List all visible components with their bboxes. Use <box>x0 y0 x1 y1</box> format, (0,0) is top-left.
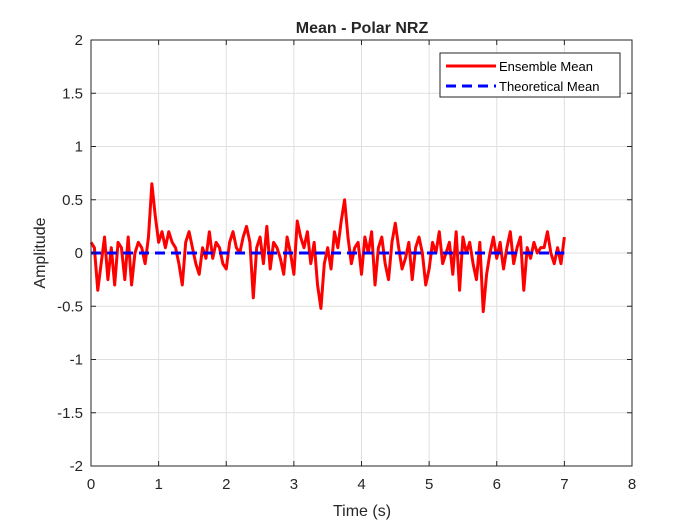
series-line-ensemble-mean <box>89 182 566 314</box>
chart-title: Mean - Polar NRZ <box>296 20 429 37</box>
x-tick-label: 3 <box>290 476 298 493</box>
legend-label-ensemble-mean: Ensemble Mean <box>499 59 593 74</box>
x-tick-label: 5 <box>425 476 433 493</box>
y-tick-label: 2 <box>75 32 83 49</box>
x-tick-label: 2 <box>222 476 230 493</box>
x-tick-label: 7 <box>560 476 568 493</box>
x-tick-label: 8 <box>628 476 636 493</box>
y-tick-label: 1.5 <box>62 85 83 102</box>
y-tick-label: 0.5 <box>62 192 83 209</box>
x-tick-label: 4 <box>357 476 365 493</box>
y-tick-label: -0.5 <box>57 298 83 315</box>
x-tick-label: 0 <box>87 476 95 493</box>
legend-label-theoretical-mean: Theoretical Mean <box>499 79 599 94</box>
x-axis-label: Time (s) <box>333 503 391 520</box>
y-tick-label: -1 <box>70 352 83 369</box>
y-tick-label: 0 <box>75 245 83 262</box>
x-tick-label: 6 <box>493 476 501 493</box>
legend: Ensemble Mean Theoretical Mean <box>439 52 621 98</box>
ticks: 0 1 2 3 4 5 6 7 8 -2 -1.5 -1 -0.5 0 0.5 1 1.5 2 <box>57 32 636 493</box>
y-tick-label: 1 <box>75 139 83 156</box>
x-tick-label: 1 <box>154 476 162 493</box>
y-tick-label: -1.5 <box>57 405 83 422</box>
legend-box <box>439 52 621 98</box>
series-layer <box>89 182 566 314</box>
y-axis-label: Amplitude <box>32 217 49 288</box>
y-tick-label: -2 <box>70 458 83 475</box>
